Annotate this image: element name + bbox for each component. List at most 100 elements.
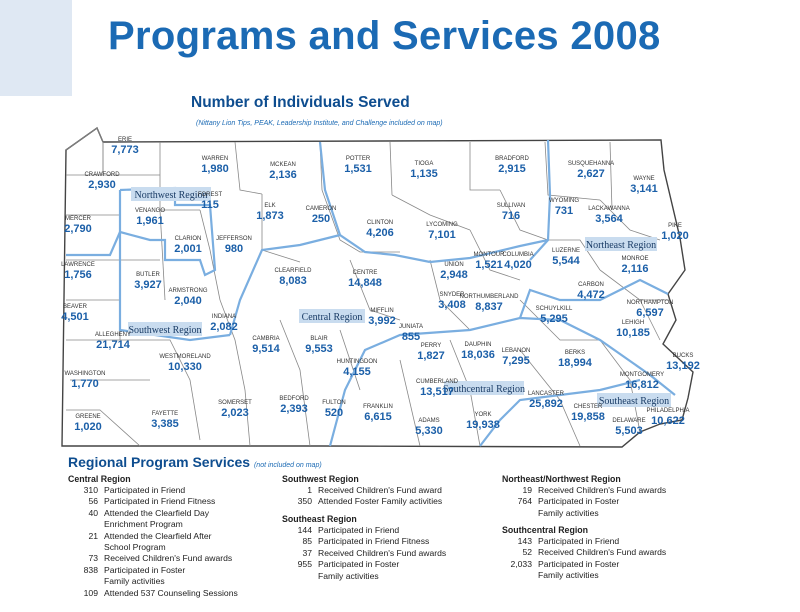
svg-text:Southwest Region: Southwest Region xyxy=(128,325,201,336)
county-name: CLINTON xyxy=(367,220,393,226)
service-count: 144 xyxy=(297,525,312,535)
service-row: 955 Participated in Foster xyxy=(282,559,492,570)
county-value: 7,101 xyxy=(428,229,456,241)
county-value: 250 xyxy=(312,213,330,225)
county-name: CHESTER xyxy=(574,404,603,410)
county-name: PHILADELPHIA xyxy=(646,408,689,414)
region-label-northeast: Northeast Region xyxy=(585,237,657,251)
county-name: PERRY xyxy=(421,343,442,349)
service-row: 838 Participated in Foster xyxy=(68,565,278,576)
county-value: 3,927 xyxy=(134,279,162,291)
northeast-northwest-region-heading: Northeast/Northwest Region xyxy=(502,474,621,484)
service-count: 955 xyxy=(297,559,312,570)
county-value: 2,136 xyxy=(269,169,297,181)
svg-text:Southeast Region: Southeast Region xyxy=(599,396,669,407)
county-name: MONROE xyxy=(622,256,649,262)
county-name: CENTRE xyxy=(353,270,378,276)
county-value: 2,627 xyxy=(577,168,605,180)
county-name: LAWRENCE xyxy=(61,262,95,268)
county-name: POTTER xyxy=(346,156,371,162)
service-description: Attended 537 Counseling Sessions xyxy=(104,587,238,598)
service-count xyxy=(68,542,104,553)
county-name: WASHINGTON xyxy=(64,371,105,377)
county-value: 8,837 xyxy=(475,301,503,313)
county-name: BUTLER xyxy=(136,272,160,278)
county-name: COLUMBIA xyxy=(502,252,533,258)
region-label-southeast: Southeast Region xyxy=(597,393,671,407)
county-value: 4,472 xyxy=(577,289,605,301)
service-row: 73 Received Children's Fund awards xyxy=(68,553,278,564)
county-name: SNYDER xyxy=(439,292,465,298)
service-count xyxy=(282,571,318,582)
central-region-services: Central Region 310 Participated in Friend… xyxy=(68,474,278,599)
county-value: 520 xyxy=(325,407,343,419)
county-value: 1,756 xyxy=(64,269,92,281)
county-name: CAMERON xyxy=(306,206,337,212)
service-row: 40 Attended the Clearfield Day xyxy=(68,508,278,519)
county-name: MERCER xyxy=(65,216,92,222)
county-value: 2,116 xyxy=(622,263,649,275)
service-description: Attended Foster Family activities xyxy=(318,496,443,507)
county-value: 1,531 xyxy=(344,163,372,175)
services-note: (not included on map) xyxy=(253,462,322,469)
county-value: 3,385 xyxy=(151,418,179,430)
county-name: LUZERNE xyxy=(552,248,580,254)
county-value: 10,330 xyxy=(168,361,202,373)
service-row: School Program xyxy=(68,542,278,553)
service-row: Family activities xyxy=(502,570,712,581)
county-name: NORTHAMPTON xyxy=(627,300,674,306)
region-label-northwest: Northwest Region xyxy=(131,187,211,201)
county-name: WARREN xyxy=(202,156,228,162)
county-value: 1,521 xyxy=(475,259,503,271)
service-row: 85 Participated in Friend Fitness xyxy=(282,536,492,547)
service-description: Participated in Foster xyxy=(538,496,620,507)
county-value: 115 xyxy=(201,199,219,211)
service-count: 350 xyxy=(297,496,312,507)
service-description: Participated in Friend xyxy=(318,525,400,535)
county-value: 2,040 xyxy=(174,295,202,307)
state-outline xyxy=(61,126,694,448)
county-name: LEBANON xyxy=(502,348,531,354)
county-value: 716 xyxy=(502,210,520,222)
service-description: Received Children's Fund award xyxy=(318,485,442,495)
county-value: 9,553 xyxy=(305,343,333,355)
county-value: 13,192 xyxy=(666,360,700,372)
county-name: CRAWFORD xyxy=(84,172,120,178)
county-name: BUCKS xyxy=(673,353,694,359)
service-count: 764 xyxy=(517,496,532,507)
service-row: 37 Received Children's Fund awards xyxy=(282,548,492,559)
county-value: 1,980 xyxy=(201,163,229,175)
county-value: 731 xyxy=(555,205,573,217)
central-region-heading: Central Region xyxy=(68,474,131,484)
county-value: 2,001 xyxy=(174,243,202,255)
county-value: 2,393 xyxy=(280,403,308,415)
service-count xyxy=(68,576,104,587)
county-value: 25,892 xyxy=(529,398,563,410)
county-name: NORTHUMBERLAND xyxy=(460,294,520,300)
county-value: 21,714 xyxy=(96,339,131,351)
county-name: WYOMING xyxy=(549,198,579,204)
